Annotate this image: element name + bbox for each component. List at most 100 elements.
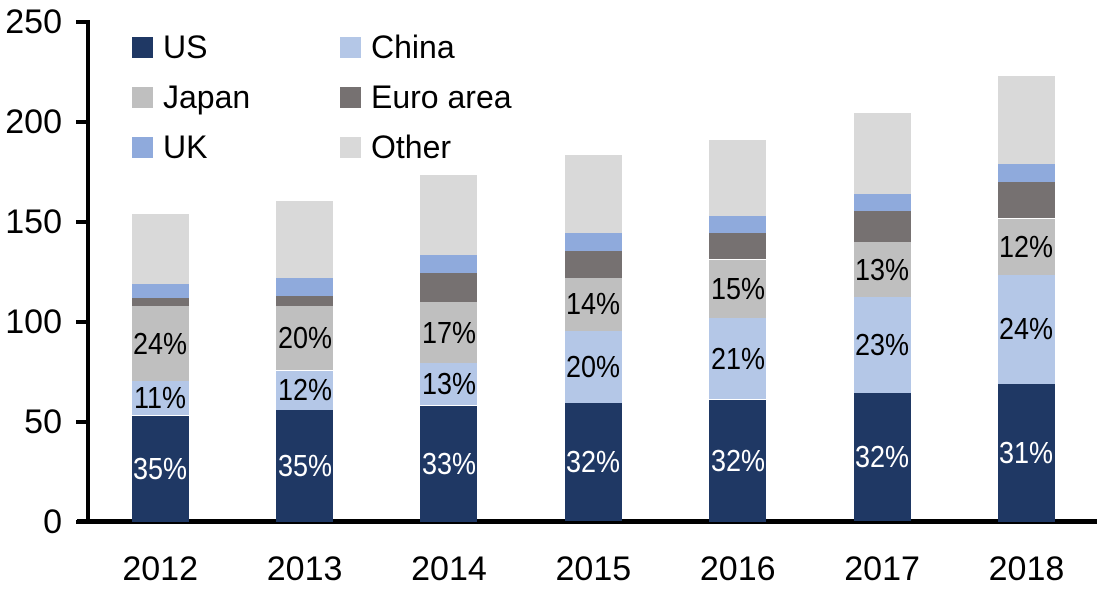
bar-segment-japan-2014 <box>420 302 478 363</box>
chart-legend: US China Japan Euro area UK Other <box>132 22 512 172</box>
y-tick-mark-200 <box>76 119 89 124</box>
y-tick-mark-50 <box>76 419 89 424</box>
bar-segment-euro-area-2012 <box>131 298 189 307</box>
legend-swatch-other <box>340 136 361 158</box>
y-tick-label-100: 100 <box>5 302 62 341</box>
bar-segment-us-2014 <box>420 405 478 522</box>
y-tick-mark-0 <box>76 519 89 524</box>
y-tick-label-150: 150 <box>5 202 62 241</box>
bar-segment-uk-2012 <box>131 283 189 299</box>
segment-label-us-2014: 33% <box>421 445 476 481</box>
bar-segment-uk-2014 <box>420 255 478 273</box>
y-tick-mark-250 <box>76 19 89 24</box>
segment-label-us-2012: 35% <box>133 450 188 486</box>
segment-label-china-2013: 12% <box>277 371 332 407</box>
bar-segment-us-2013 <box>276 409 334 522</box>
legend-item-us: US <box>132 31 340 63</box>
bar-segment-japan-2017 <box>853 242 911 298</box>
bar-segment-us-2015 <box>564 402 622 522</box>
x-axis-label-2015: 2015 <box>555 550 632 588</box>
segment-label-us-2017: 32% <box>855 438 910 474</box>
segment-label-us-2018: 31% <box>999 434 1054 470</box>
bar-segment-china-2012 <box>131 381 189 416</box>
bar-segment-other-2013 <box>276 201 334 278</box>
segment-label-japan-2014: 17% <box>421 314 476 350</box>
bar-segment-uk-2017 <box>853 193 911 212</box>
segment-label-china-2012: 11% <box>134 380 187 416</box>
bar-segment-other-2018 <box>997 76 1055 164</box>
y-tick-label-200: 200 <box>5 102 62 141</box>
bar-segment-other-2014 <box>420 174 478 256</box>
bar-segment-japan-2012 <box>131 306 189 382</box>
x-axis-label-2013: 2013 <box>266 550 343 588</box>
bar-segment-uk-2013 <box>276 277 334 297</box>
legend-swatch-uk <box>132 136 153 158</box>
bar-segment-other-2017 <box>853 112 911 194</box>
legend-swatch-japan <box>132 86 153 108</box>
x-axis-label-2014: 2014 <box>411 550 487 588</box>
legend-label-euro-area: Euro area <box>371 79 512 115</box>
bar-segment-euro-area-2018 <box>997 181 1055 219</box>
x-axis-line <box>77 519 1097 524</box>
legend-item-euro-area: Euro area <box>340 81 512 113</box>
segment-label-japan-2012: 24% <box>133 325 188 361</box>
segment-label-us-2013: 35% <box>277 447 332 483</box>
legend-swatch-china <box>340 36 361 58</box>
segment-label-china-2015: 20% <box>566 348 621 384</box>
bar-segment-us-2018 <box>997 383 1055 522</box>
bar-segment-china-2017 <box>853 297 911 393</box>
segment-label-japan-2018: 12% <box>999 228 1054 264</box>
legend-item-other: Other <box>340 131 512 163</box>
x-axis-label-2016: 2016 <box>699 550 776 588</box>
segment-label-japan-2016: 15% <box>710 270 765 306</box>
bar-segment-other-2016 <box>709 139 767 216</box>
y-tick-label-50: 50 <box>24 402 62 441</box>
bar-segment-japan-2013 <box>276 306 334 371</box>
bar-segment-japan-2018 <box>997 218 1055 275</box>
bar-segment-uk-2016 <box>709 215 767 233</box>
legend-swatch-euro-area <box>340 86 361 108</box>
y-tick-label-0: 0 <box>43 502 62 541</box>
bar-segment-euro-area-2015 <box>564 251 622 278</box>
bar-segment-other-2015 <box>564 154 622 233</box>
segment-label-us-2016: 32% <box>710 442 765 478</box>
bar-segment-euro-area-2016 <box>709 232 767 260</box>
segment-label-japan-2013: 20% <box>277 320 332 356</box>
bar-segment-china-2014 <box>420 362 478 406</box>
segment-label-china-2018: 24% <box>999 310 1054 346</box>
bar-segment-us-2016 <box>709 399 767 522</box>
legend-item-uk: UK <box>132 131 340 163</box>
legend-label-us: US <box>163 29 208 65</box>
y-axis-line <box>86 20 90 524</box>
bar-segment-us-2017 <box>853 392 911 522</box>
legend-item-china: China <box>340 31 512 63</box>
y-tick-mark-100 <box>76 319 89 324</box>
bar-segment-us-2012 <box>131 415 189 522</box>
bar-segment-japan-2016 <box>709 259 767 318</box>
legend-label-japan: Japan <box>163 79 251 115</box>
segment-label-us-2015: 32% <box>566 443 621 479</box>
bar-segment-other-2012 <box>131 213 189 284</box>
bar-segment-china-2013 <box>276 370 334 410</box>
bar-segment-euro-area-2014 <box>420 272 478 303</box>
x-axis-label-2012: 2012 <box>122 550 198 588</box>
segment-label-china-2014: 13% <box>421 366 476 402</box>
bar-segment-uk-2018 <box>997 163 1055 182</box>
bar-segment-uk-2015 <box>564 232 622 252</box>
bar-segment-china-2018 <box>997 274 1055 384</box>
bar-segment-euro-area-2013 <box>276 296 334 307</box>
bar-segment-china-2015 <box>564 331 622 403</box>
bar-segment-japan-2015 <box>564 277 622 332</box>
bar-segment-euro-area-2017 <box>853 211 911 243</box>
segment-label-china-2017: 23% <box>855 326 910 362</box>
segment-label-china-2016: 21% <box>710 340 765 376</box>
y-tick-label-250: 250 <box>5 2 62 41</box>
legend-label-other: Other <box>371 129 452 165</box>
legend-item-japan: Japan <box>132 81 340 113</box>
legend-label-uk: UK <box>163 129 208 165</box>
y-tick-mark-150 <box>76 219 89 224</box>
legend-swatch-us <box>132 36 153 58</box>
segment-label-japan-2015: 14% <box>566 286 621 322</box>
segment-label-japan-2017: 13% <box>855 251 910 287</box>
